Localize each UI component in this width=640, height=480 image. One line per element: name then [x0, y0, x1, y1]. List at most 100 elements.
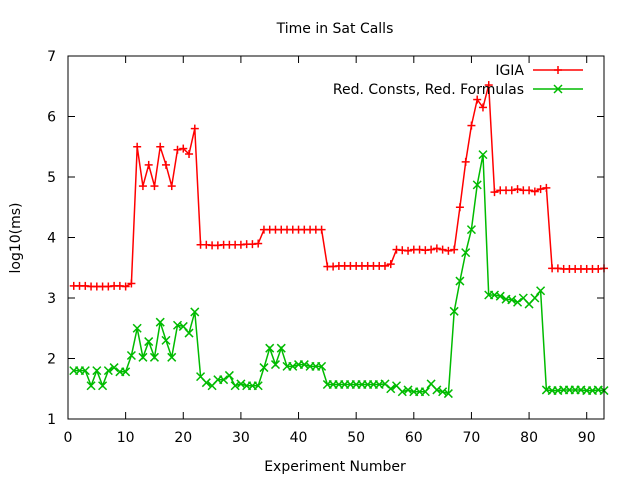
data-point [317, 225, 326, 234]
legend-label: IGIA [495, 63, 524, 79]
x-axis-label: Experiment Number [264, 459, 406, 475]
data-point [80, 366, 90, 376]
data-point [276, 343, 286, 353]
plot-series [69, 81, 609, 399]
data-point [455, 276, 465, 286]
data-point [507, 186, 516, 195]
data-point [121, 282, 130, 291]
data-point [167, 182, 176, 191]
data-point [536, 185, 545, 194]
data-point [443, 389, 453, 399]
data-point [259, 363, 269, 373]
data-point [495, 291, 505, 301]
x-tick-label: 10 [117, 430, 135, 446]
data-point [397, 387, 407, 397]
data-point [155, 317, 165, 327]
data-point [254, 239, 263, 248]
y-axis-label: log10(ms) [8, 202, 24, 273]
x-tick-label: 60 [405, 430, 423, 446]
data-point [190, 307, 200, 317]
data-point [133, 142, 142, 151]
y-tick-label: 1 [47, 412, 56, 428]
data-point [144, 337, 154, 347]
data-point [92, 366, 102, 376]
y-tick-label: 3 [47, 291, 56, 307]
y-tick-label: 2 [47, 352, 56, 368]
data-point [530, 293, 540, 303]
chart-title: Time in Sat Calls [276, 21, 394, 37]
data-point [173, 145, 182, 154]
data-point [461, 157, 470, 166]
data-point [126, 350, 136, 361]
data-point [270, 360, 281, 370]
legend: IGIA Red. Consts, Red. Formulas [333, 63, 583, 98]
data-point [149, 352, 159, 362]
data-point [132, 323, 142, 333]
data-point [386, 384, 396, 394]
data-point [138, 352, 148, 362]
y-tick-label: 6 [47, 110, 56, 126]
data-point [167, 352, 177, 362]
x-tick-label: 30 [232, 430, 250, 446]
data-point [386, 260, 395, 269]
y-tick-label: 7 [47, 49, 56, 65]
data-point [161, 335, 171, 345]
data-point [513, 297, 523, 307]
data-point [236, 379, 246, 389]
x-tick-label: 80 [520, 430, 538, 446]
data-point [507, 295, 517, 305]
data-point [438, 245, 447, 254]
x-tick-label: 90 [578, 430, 596, 446]
data-point [553, 84, 563, 94]
data-point [530, 187, 539, 196]
data-point [432, 244, 441, 253]
data-point [450, 245, 459, 254]
data-point [478, 103, 487, 112]
x-tick-label: 20 [174, 430, 192, 446]
data-point [103, 366, 113, 376]
data-point [230, 381, 240, 391]
data-point [478, 150, 488, 160]
data-point [219, 375, 229, 385]
data-point [253, 381, 263, 391]
data-point [449, 306, 459, 316]
data-point [98, 381, 108, 391]
axis-ticks: 0 10 20 30 40 50 60 70 80 90 1 2 3 4 5 6 7 [47, 49, 604, 446]
data-point [127, 279, 136, 288]
data-point [150, 182, 159, 191]
data-point [525, 186, 534, 195]
data-point [190, 124, 199, 133]
data-point [185, 150, 194, 159]
x-tick-label: 40 [290, 430, 308, 446]
plot-frame [67, 55, 605, 420]
data-point [513, 185, 522, 194]
data-point [403, 385, 413, 395]
data-point [444, 246, 453, 255]
data-point [265, 343, 275, 353]
data-point [484, 81, 493, 90]
data-point [438, 387, 448, 397]
data-point [542, 183, 551, 192]
data-point [490, 188, 499, 197]
y-tick-label: 4 [47, 231, 56, 247]
y-tick-label: 5 [47, 170, 56, 186]
data-point [473, 95, 482, 104]
data-point [467, 121, 476, 130]
data-point [466, 225, 476, 235]
data-point [472, 180, 482, 190]
data-point [224, 370, 234, 380]
data-point [144, 160, 153, 169]
data-point [288, 361, 298, 371]
data-point [536, 286, 546, 296]
data-point [156, 142, 165, 151]
data-point [461, 248, 471, 258]
data-point [432, 385, 442, 395]
legend-label: Red. Consts, Red. Formulas [333, 82, 524, 98]
data-point [317, 361, 327, 371]
data-point [455, 203, 464, 212]
data-point [201, 378, 211, 388]
data-point [184, 328, 194, 338]
data-point [380, 261, 389, 270]
data-point [86, 381, 96, 391]
